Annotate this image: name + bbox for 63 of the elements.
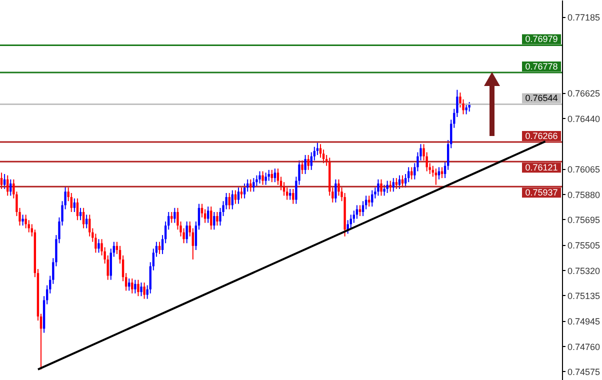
candlestick bbox=[434, 168, 438, 186]
candlestick bbox=[307, 154, 310, 170]
candlestick bbox=[258, 170, 261, 184]
candlestick bbox=[6, 174, 9, 196]
candlestick bbox=[174, 207, 176, 224]
candlestick bbox=[76, 198, 79, 221]
ref-line-label: 0.76266 bbox=[525, 130, 558, 141]
ref-line-label: 0.76121 bbox=[525, 162, 558, 173]
candlestick bbox=[216, 211, 218, 226]
candlestick bbox=[380, 178, 382, 196]
candlestick bbox=[98, 238, 100, 254]
y-tick-label: 0.77185 bbox=[568, 12, 600, 23]
y-tick-label: 0.74575 bbox=[568, 366, 600, 377]
candlestick bbox=[137, 279, 140, 297]
candlestick bbox=[240, 187, 243, 199]
candlestick bbox=[243, 182, 246, 199]
candlestick bbox=[264, 172, 267, 186]
candlestick bbox=[140, 282, 142, 297]
candlestick bbox=[82, 207, 85, 229]
candlestick bbox=[398, 174, 401, 190]
candlestick bbox=[22, 214, 24, 226]
y-tick-label: 0.76625 bbox=[568, 88, 600, 99]
y-tick-label: 0.75135 bbox=[568, 290, 600, 301]
ref-line-label: 0.76979 bbox=[525, 34, 558, 44]
candlestick bbox=[468, 102, 470, 112]
candlestick bbox=[383, 184, 386, 196]
candlestick bbox=[268, 169, 270, 182]
candlestick bbox=[134, 279, 136, 294]
candlestick bbox=[73, 198, 76, 212]
candlestick bbox=[143, 282, 146, 300]
candlestick bbox=[210, 206, 212, 230]
candlestick bbox=[292, 188, 294, 204]
y-tick-label: 0.76065 bbox=[568, 164, 600, 175]
y-tick-label: 0.76440 bbox=[568, 114, 600, 124]
candlestick bbox=[170, 211, 173, 224]
y-tick-label: 0.74945 bbox=[568, 316, 600, 327]
candlestick bbox=[395, 178, 398, 190]
candlestick bbox=[301, 160, 304, 174]
candlestick bbox=[213, 211, 216, 230]
candlestick bbox=[3, 173, 6, 190]
ref-line-label: 0.75937 bbox=[525, 188, 558, 198]
candlestick bbox=[24, 214, 27, 229]
candlestick bbox=[392, 178, 394, 192]
candlestick bbox=[377, 178, 380, 196]
candlestick bbox=[334, 178, 337, 203]
ref-line-label: 0.76778 bbox=[525, 61, 558, 72]
y-tick-label: 0.75505 bbox=[568, 240, 600, 251]
candlestick bbox=[252, 178, 255, 192]
y-tick-label: 0.75320 bbox=[568, 266, 600, 276]
candlestick bbox=[274, 168, 276, 183]
candlestick bbox=[0, 172, 3, 190]
candlestick bbox=[386, 180, 388, 194]
candlestick bbox=[186, 220, 188, 244]
ref-line-label: 0.76544 bbox=[525, 93, 558, 104]
y-tick-label: 0.75880 bbox=[568, 190, 600, 200]
candlestick bbox=[131, 278, 134, 294]
candlestick bbox=[234, 190, 237, 204]
candlestick bbox=[237, 187, 240, 204]
candlestick bbox=[262, 170, 264, 186]
y-tick-label: 0.74760 bbox=[568, 342, 600, 352]
candlestick bbox=[304, 154, 306, 174]
y-tick-label: 0.75695 bbox=[568, 214, 600, 225]
candlestick bbox=[206, 206, 210, 224]
